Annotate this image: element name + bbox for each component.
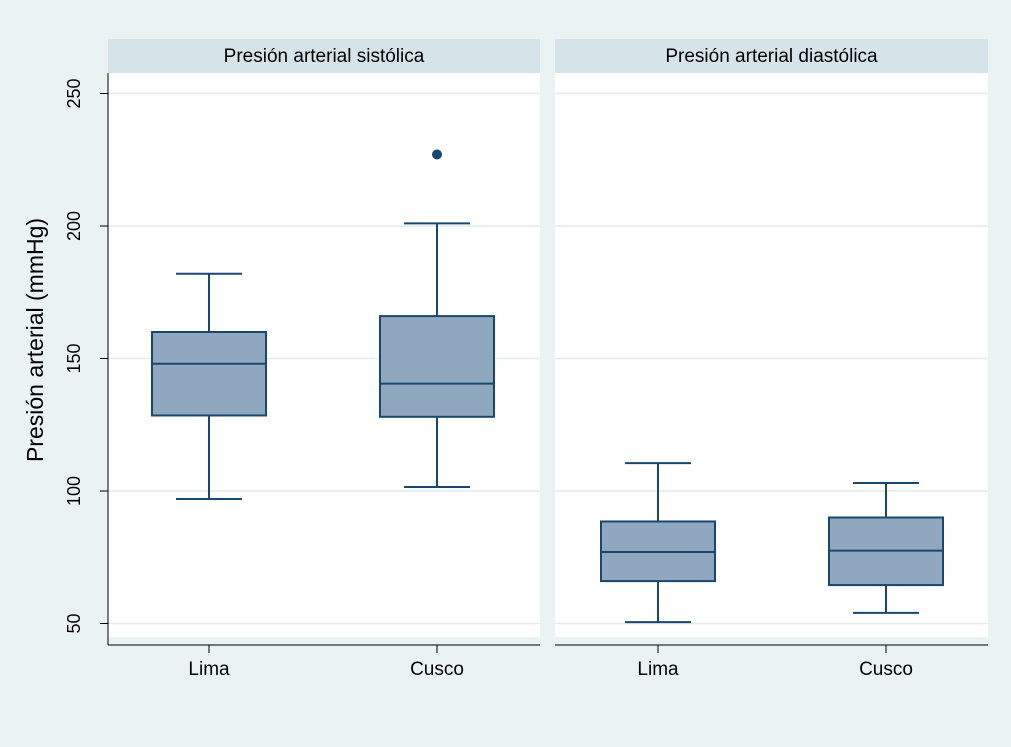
x-tick-label: Lima <box>188 659 230 680</box>
y-tick-label: 200 <box>64 211 84 241</box>
x-tick-label: Lima <box>637 659 679 680</box>
iqr-box <box>151 331 267 417</box>
box-cusco: Cusco <box>379 149 495 680</box>
y-tick-label: 250 <box>64 78 84 108</box>
iqr-box <box>379 315 495 418</box>
box-lima: Lima <box>151 272 267 680</box>
panel-1: Presión arterial sistólica Lima Cusco <box>108 39 540 680</box>
box-lima: Lima <box>600 462 716 680</box>
panel-2: Presión arterial diastólica Lima Cusco <box>555 39 988 680</box>
panel-header <box>555 39 988 73</box>
y-tick-label: 50 <box>64 613 84 633</box>
x-tick-label: Cusco <box>410 659 464 680</box>
y-axis-title: Presión arterial (mmHg) <box>22 218 48 462</box>
outlier-point <box>432 149 442 160</box>
panel-header <box>108 39 540 73</box>
x-tick-label: Cusco <box>859 659 913 680</box>
panel-title: Presión arterial sistólica <box>224 46 425 67</box>
panel-title: Presión arterial diastólica <box>665 46 878 67</box>
y-tick-label: 150 <box>64 343 84 373</box>
box-cusco: Cusco <box>828 482 944 680</box>
y-tick-label: 100 <box>64 476 84 506</box>
